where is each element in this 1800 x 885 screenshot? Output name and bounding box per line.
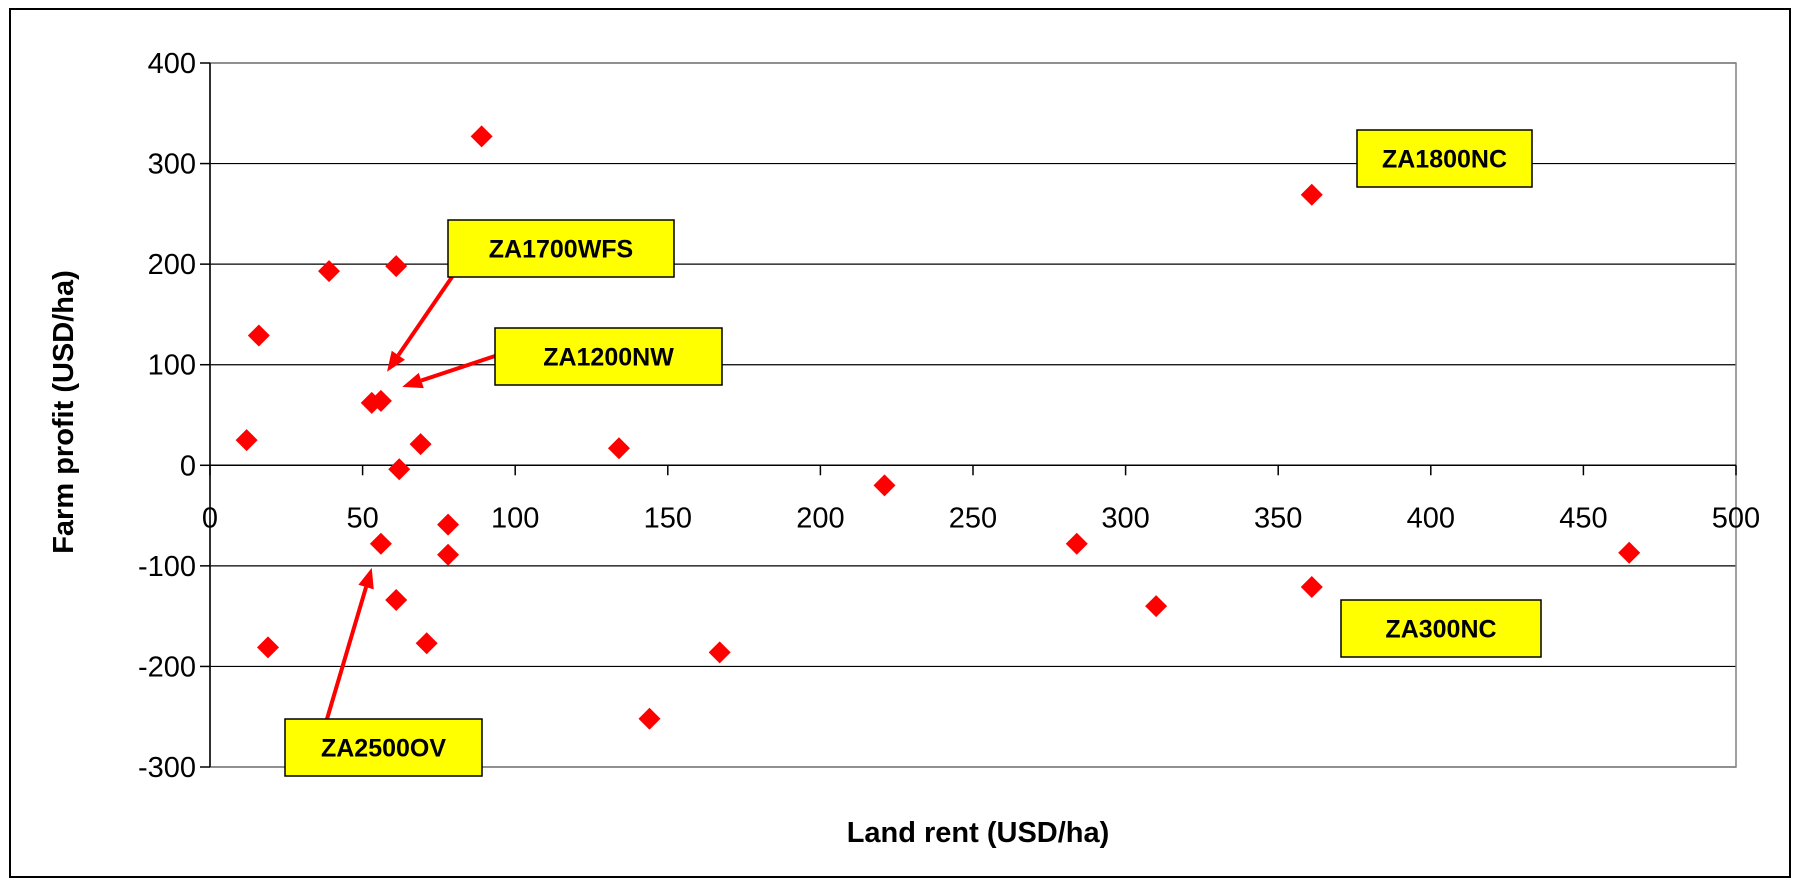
callout: ZA1200NW [494,327,723,386]
y-tick-label: 200 [148,249,196,281]
callouts: ZA1800NC ZA1700WFS ZA1200NW ZA300NC ZA2500OV [284,129,1542,777]
callout-arrow-head [387,350,405,372]
data-point [256,636,279,659]
callout-box [447,219,675,278]
callout-arrow-line [420,354,496,383]
data-point [437,543,460,566]
data-point [437,513,460,536]
x-tick-label: 400 [1407,502,1455,534]
data-point [385,589,408,612]
callout-label: ZA1200NW [543,344,674,372]
data-point [318,260,341,283]
callout-label: ZA2500OV [321,735,446,763]
data-points [235,125,1641,730]
y-tick-label: 0 [180,450,196,482]
x-tick-label: 500 [1712,502,1760,534]
callout: ZA300NC [1340,599,1542,658]
data-point [708,641,731,664]
x-tick-label: 50 [346,502,378,534]
data-point [385,255,408,278]
callout: ZA2500OV [284,718,483,777]
data-point [235,429,258,452]
y-tick-label: 100 [148,350,196,382]
y-tick-label: 400 [148,48,196,80]
data-point [873,474,896,497]
data-point [1300,575,1323,598]
data-point [388,458,411,481]
axes [200,62,1737,768]
callout-arrow-line [396,275,454,357]
x-tick-label: 100 [491,502,539,534]
callout-box [494,327,723,386]
data-point [638,707,661,730]
x-tick-label: 200 [796,502,844,534]
y-tick-label: -200 [138,651,196,683]
x-tick-label: 450 [1559,502,1607,534]
y-tick-label: -300 [138,752,196,784]
data-point [409,433,432,456]
callout: ZA1800NC [1356,129,1533,188]
x-tick-label: 350 [1254,502,1302,534]
data-point [1300,183,1323,206]
x-tick-label: 0 [202,502,218,534]
data-point [415,632,438,655]
data-point [1618,541,1641,564]
y-tick-label: -100 [138,551,196,583]
callout-label: ZA1800NC [1382,146,1507,174]
data-point [369,389,392,412]
callout: ZA1700WFS [447,219,675,278]
x-tick-label: 150 [644,502,692,534]
data-point [1145,595,1168,618]
data-point [369,532,392,555]
callout-box [1356,129,1533,188]
x-tick-label: 300 [1101,502,1149,534]
y-tick-label: 300 [148,149,196,181]
x-axis-title: Land rent (USD/ha) [847,817,1110,849]
callout-label: ZA1700WFS [489,236,633,264]
callout-box [284,718,483,777]
callout-box [1340,599,1542,658]
callout-arrow-line [325,586,368,720]
data-point [1065,532,1088,555]
x-tick-label: 250 [949,502,997,534]
data-point [607,437,630,460]
callout-label: ZA300NC [1385,616,1496,644]
callout-arrow-head [358,567,374,590]
data-point [470,125,493,148]
callout-arrow-head [402,372,424,389]
data-point [247,324,270,347]
callout-arrows [325,275,496,720]
y-axis-title: Farm profit (USD/ha) [48,270,80,554]
